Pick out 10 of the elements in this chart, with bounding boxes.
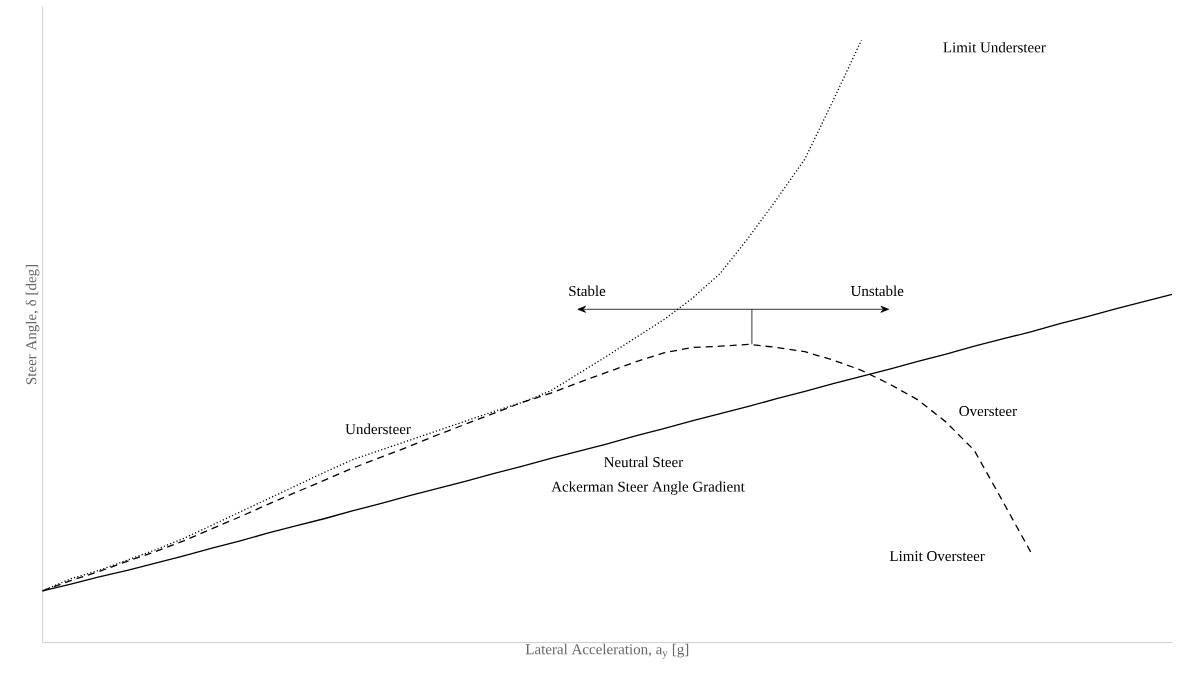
annotation: Limit Oversteer — [889, 551, 985, 562]
annotation: Ackerman Steer Angle Gradient — [551, 481, 745, 495]
annotation: Understeer — [345, 423, 411, 435]
annotation: Oversteer — [959, 406, 1017, 417]
annotation: Stable — [569, 285, 606, 297]
annotation: Neutral Steer — [604, 456, 684, 468]
x-axis-title: Lateral Acceleration, a$_{y}$ [g] — [525, 643, 689, 659]
y-axis-title: Steer Angle, δ [deg] — [25, 265, 40, 385]
annotation: Limit Understeer — [943, 41, 1046, 53]
annotation: Unstable — [850, 285, 904, 297]
